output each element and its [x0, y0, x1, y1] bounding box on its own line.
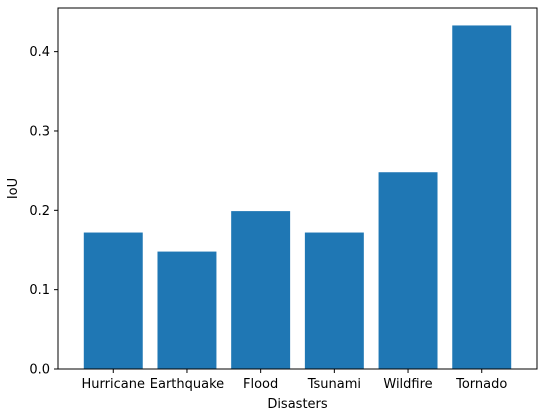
x-axis-label: Disasters — [267, 397, 328, 412]
x-tick-label: Tornado — [455, 377, 507, 392]
y-tick-label: 0.2 — [29, 204, 50, 219]
y-tick-label: 0.1 — [29, 283, 50, 298]
x-axis-ticks: Hurricane Earthquake Flood Tsunami Wildfire T… — [82, 369, 507, 392]
bar-flood — [231, 211, 291, 369]
y-tick-label: 0.0 — [29, 363, 50, 378]
bar-tornado — [452, 25, 512, 369]
x-tick-label: Wildfire — [383, 377, 432, 392]
bar-hurricane — [83, 232, 143, 369]
bars-group — [83, 25, 512, 369]
x-tick-label: Flood — [243, 377, 278, 392]
x-tick-label: Hurricane — [82, 377, 145, 392]
y-axis-label: IoU — [6, 178, 21, 199]
y-tick-label: 0.3 — [29, 124, 50, 139]
x-tick-label: Tsunami — [307, 377, 361, 392]
plot-frame — [57, 7, 538, 370]
x-tick-label: Earthquake — [150, 377, 224, 392]
bar-earthquake — [157, 251, 217, 369]
bar-wildfire — [378, 172, 438, 369]
y-axis-ticks: 0.0 0.1 0.2 0.3 0.4 — [29, 45, 58, 378]
y-tick-label: 0.4 — [29, 45, 50, 60]
bar-tsunami — [304, 232, 364, 369]
